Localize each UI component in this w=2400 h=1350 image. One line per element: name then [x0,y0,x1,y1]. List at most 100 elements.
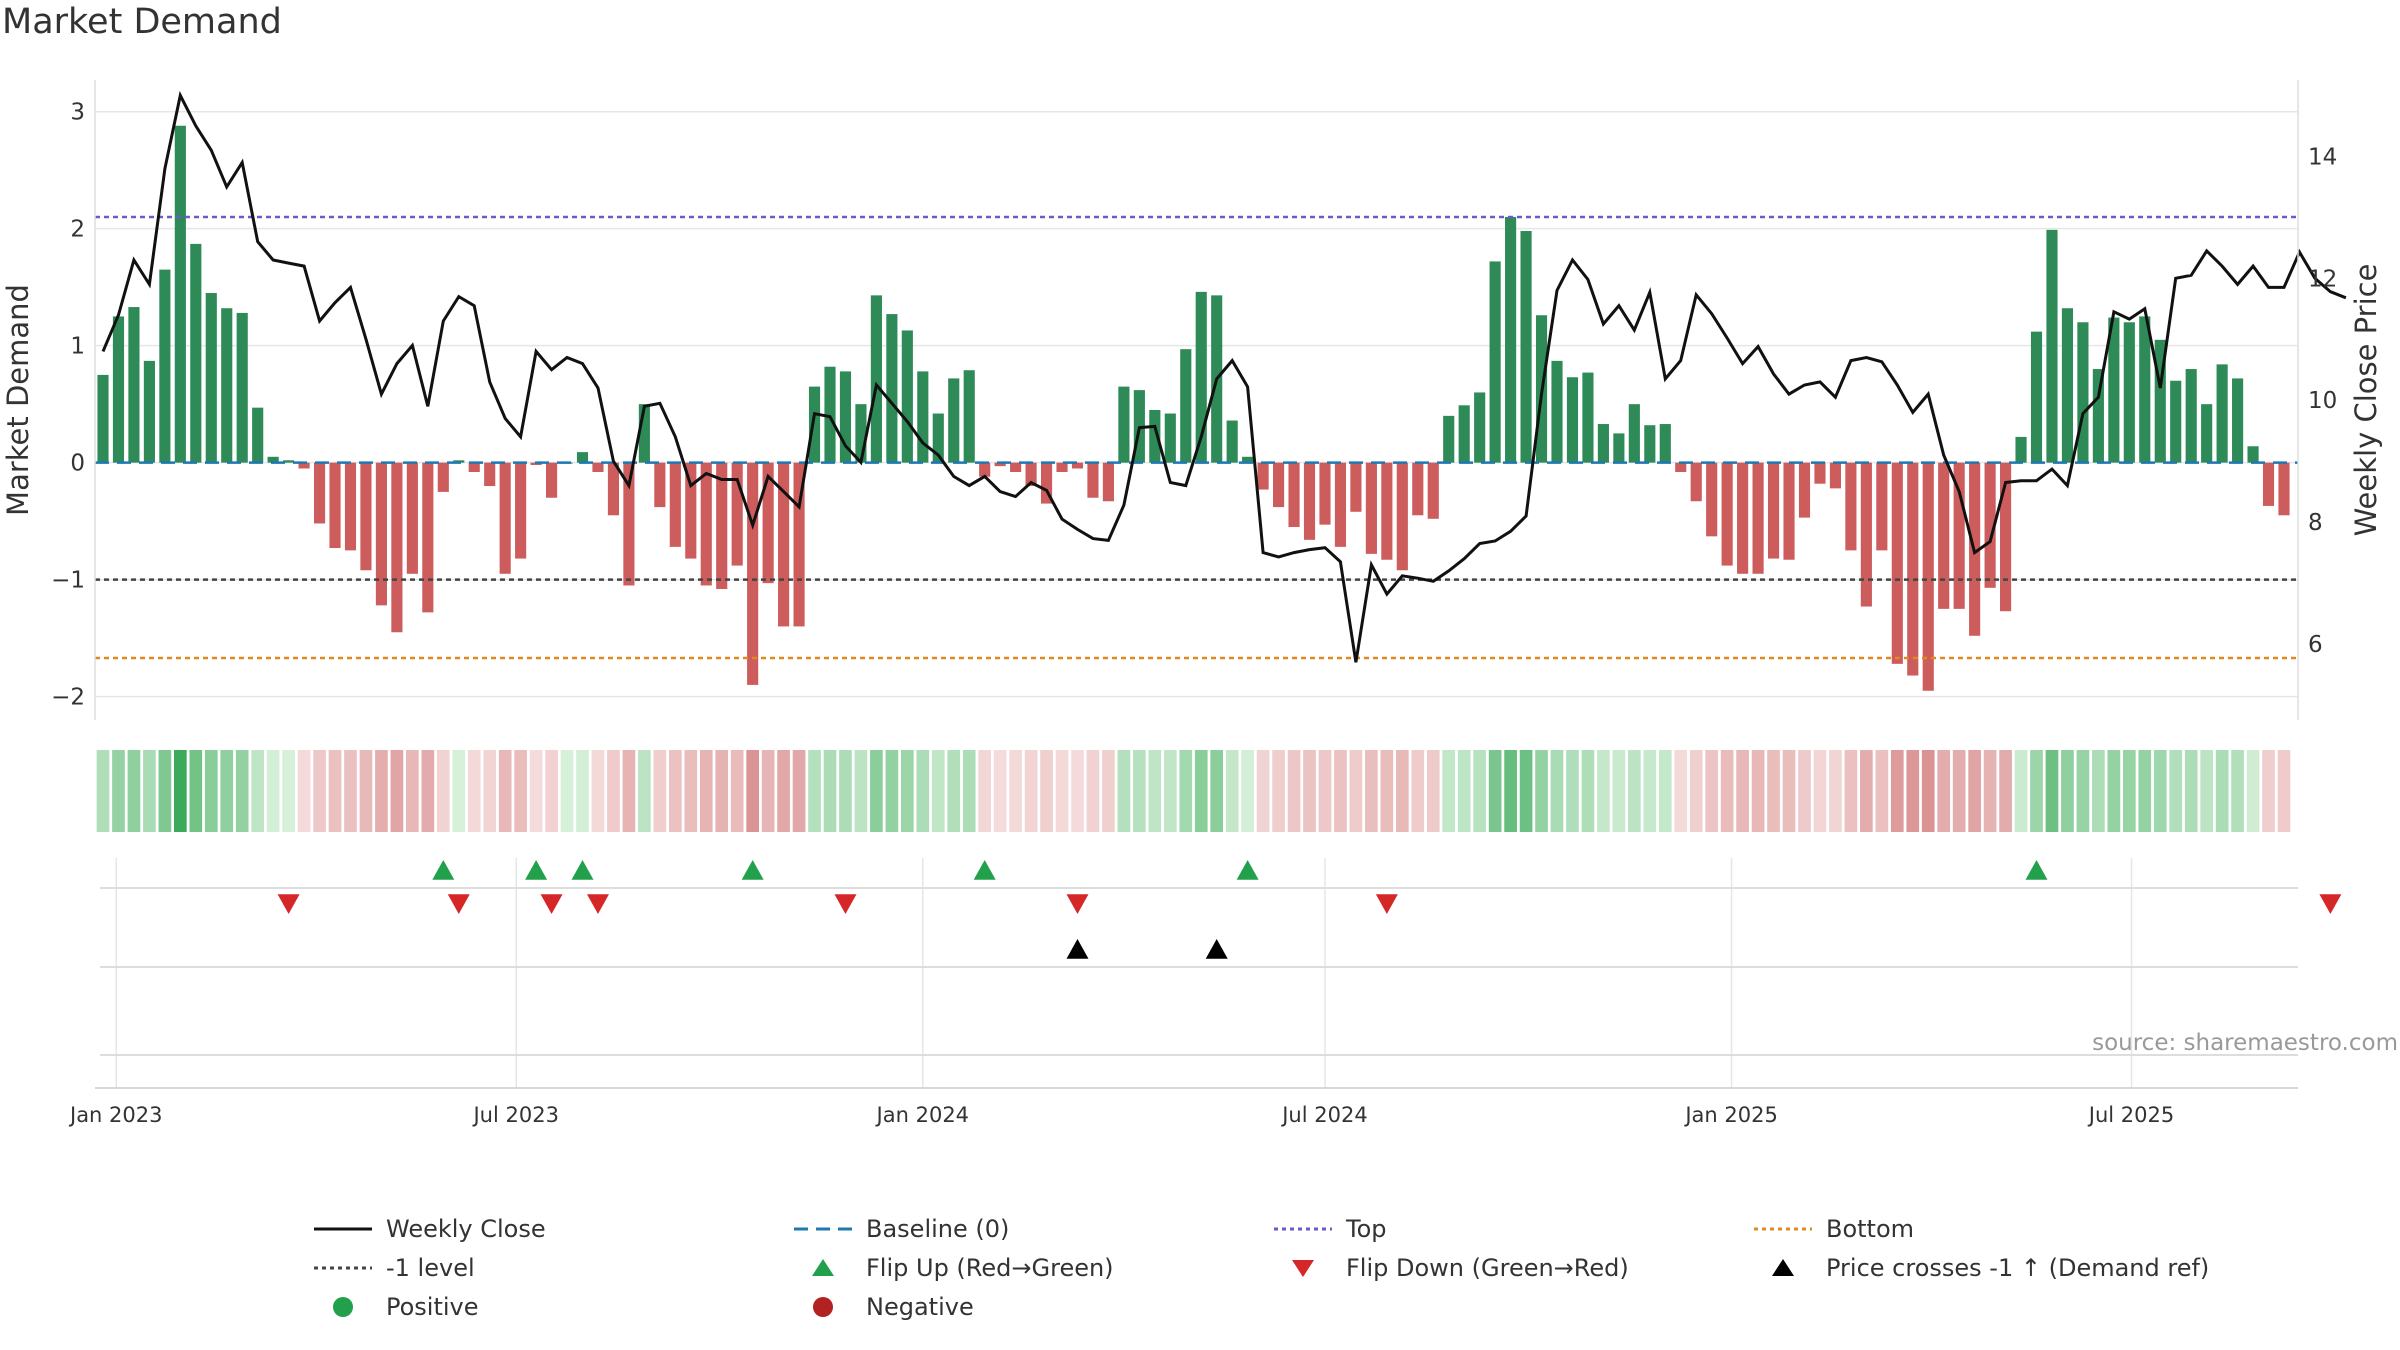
demand-bar [1164,413,1176,463]
strip-cell [1612,750,1626,832]
strip-cell [560,750,574,832]
demand-bar [1721,462,1733,566]
demand-bar [2108,317,2120,463]
strip-cell [730,750,744,832]
demand-bar [1706,462,1718,537]
strip-cell [1318,750,1332,832]
strip-cell [158,750,172,832]
strip-cell [622,750,636,832]
demand-bar [546,462,558,498]
demand-bar [1025,462,1037,487]
strip-cell [127,750,141,832]
strip-cell [668,750,682,832]
strip-cell [1086,750,1100,832]
strip-cell [1658,750,1672,832]
price-cross-marker [1066,939,1089,959]
demand-bar [375,462,387,606]
demand-bar [267,456,279,463]
strip-cell [1473,750,1487,832]
demand-bar [1845,462,1857,551]
legend-label: Negative [866,1293,974,1321]
demand-bar [2201,404,2213,463]
strip-cell [282,750,295,832]
demand-bar [1381,462,1393,560]
strip-cell [498,750,512,832]
demand-bar [1242,456,1254,463]
demand-bar [190,243,202,463]
demand-bar [1737,462,1749,574]
demand-bar [1984,462,1996,588]
flip-up-marker [2025,860,2048,880]
demand-bar [112,316,125,463]
strip-cell [1442,750,1456,832]
strip-cell [638,750,651,832]
strip-cell [947,750,961,832]
price-cross-marker [1205,939,1228,959]
demand-bar [1071,462,1084,469]
strip-cell [1148,750,1162,832]
strip-cell [359,750,373,832]
strip-cell [576,750,589,832]
demand-bar [2232,378,2244,463]
flip-up-marker [432,860,455,880]
demand-bar [1319,462,1331,525]
demand-bar [1396,462,1408,571]
legend-label: -1 level [386,1254,475,1282]
demand-bar [1303,462,1316,540]
demand-bar [143,360,155,463]
demand-bar [839,371,852,463]
demand-bar [638,404,650,463]
strip-cell [189,750,203,832]
strip-cell [1411,750,1425,832]
strip-cell [1705,750,1719,832]
strip-cell [1365,750,1378,832]
strip-cell [1488,750,1502,832]
strip-cell [1225,750,1239,832]
legend-symbol [794,1227,852,1231]
demand-bar [1489,261,1501,463]
demand-bar [1628,404,1640,463]
legend-item: Bottom [1750,1215,1914,1243]
strip-cell [1024,750,1038,832]
demand-bars [97,125,2290,691]
legend-item: Positive [310,1293,479,1321]
demand-bar [592,462,604,472]
demand-bar [1659,424,1671,463]
y-tick-label: −1 [51,568,85,594]
strip-cell [1194,750,1208,832]
strip-cell [344,750,357,832]
legend-symbol [333,1297,353,1317]
strip-cell [1597,750,1610,832]
strip-cell [467,750,481,832]
strip-cell [1906,750,1920,832]
strip-cell [1751,750,1765,832]
legend-symbol [1274,1227,1332,1231]
strip-cell [1210,750,1224,832]
strip-cell [173,750,187,832]
strip-cell [1643,750,1657,832]
demand-bar [700,462,712,586]
demand-bar [128,307,140,463]
strip-cell [715,750,729,832]
strip-cell [1009,750,1022,832]
strip-cell [96,750,110,832]
strip-cell [2076,750,2090,832]
y-tick-label: −2 [51,685,85,711]
demand-bar [1288,462,1300,527]
strip-cell [2246,750,2260,832]
strip-cell [1813,750,1827,832]
demand-bar [1458,405,1470,463]
strip-cell [1163,750,1177,832]
flip-down-marker [2319,894,2342,914]
legend-item: Baseline (0) [790,1215,1009,1243]
strip-cell [452,750,466,832]
demand-bar [1566,377,1579,463]
y2-tick-label: 6 [2308,632,2323,658]
demand-bar [2185,369,2197,463]
strip-cell [1256,750,1270,832]
strip-cell [1875,750,1889,832]
strip-cell [1241,750,1254,832]
strip-cell [1504,750,1517,832]
strip-cell [1349,750,1363,832]
demand-bar [1783,462,1795,560]
